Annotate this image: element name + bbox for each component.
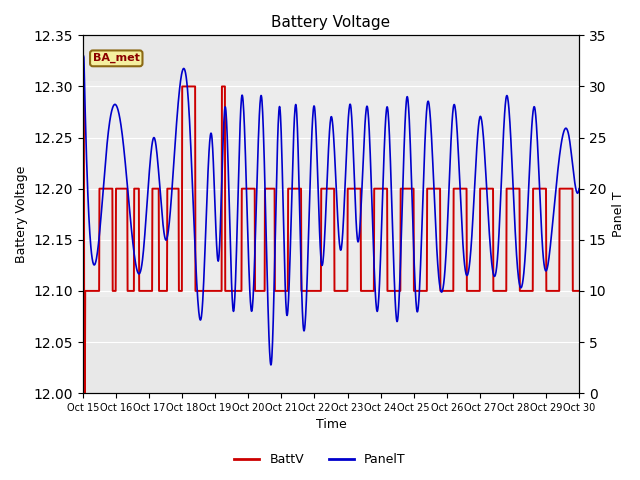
Y-axis label: Battery Voltage: Battery Voltage [15, 166, 28, 263]
Title: Battery Voltage: Battery Voltage [271, 15, 390, 30]
Y-axis label: Panel T: Panel T [612, 192, 625, 237]
X-axis label: Time: Time [316, 419, 346, 432]
Legend: BattV, PanelT: BattV, PanelT [229, 448, 411, 471]
Bar [83, 81, 579, 296]
Text: BA_met: BA_met [93, 53, 140, 63]
